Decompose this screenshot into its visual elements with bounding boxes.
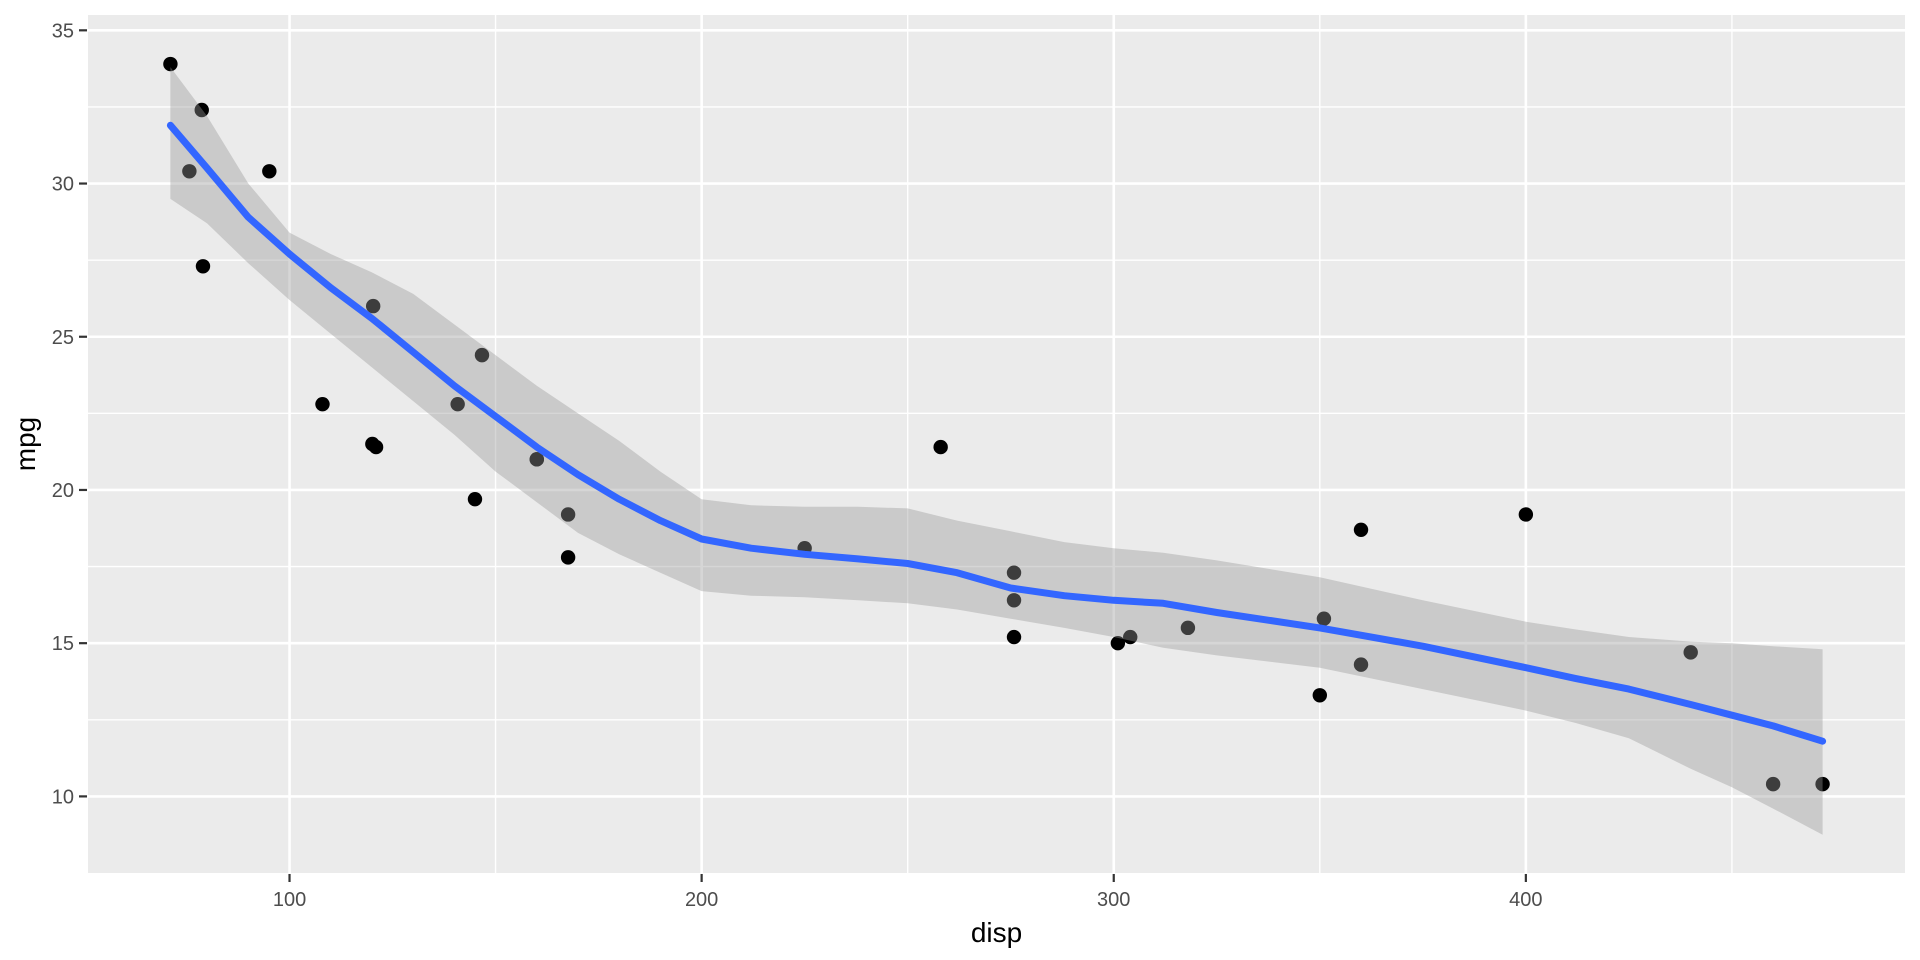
data-point <box>1518 507 1534 522</box>
data-point <box>315 396 330 412</box>
data-point <box>1353 657 1369 672</box>
data-point <box>560 550 576 565</box>
data-point <box>1815 776 1830 792</box>
y-axis-tick-label: 30 <box>52 174 74 196</box>
data-point <box>1180 620 1196 636</box>
data-point <box>182 164 197 179</box>
data-point <box>933 439 948 455</box>
data-point <box>1110 635 1126 651</box>
data-point <box>1123 629 1138 645</box>
data-point <box>1316 611 1332 626</box>
data-point <box>1312 688 1328 703</box>
data-point <box>194 102 209 118</box>
data-point <box>1683 645 1698 660</box>
y-axis-title: mpg <box>10 416 41 472</box>
x-axis-tick-label: 200 <box>685 889 718 911</box>
data-point <box>195 259 211 274</box>
data-point <box>529 452 544 467</box>
data-point <box>262 164 277 179</box>
data-point <box>365 298 381 314</box>
data-point <box>163 56 178 72</box>
x-axis-title: disp <box>970 917 1023 948</box>
y-axis-tick-label: 25 <box>52 327 74 349</box>
x-axis-tick-label: 100 <box>273 889 306 911</box>
data-point <box>467 491 483 507</box>
data-point <box>1006 565 1022 580</box>
x-axis-tick-label: 300 <box>1097 889 1130 911</box>
data-point <box>560 507 576 522</box>
data-point <box>1006 593 1022 608</box>
data-point <box>368 439 384 455</box>
data-point <box>474 347 490 363</box>
y-axis-tick-label: 35 <box>52 20 74 42</box>
data-point <box>1353 522 1369 537</box>
smooth-line <box>166 121 1827 745</box>
data-point <box>1006 629 1022 645</box>
y-axis-tick-label: 20 <box>52 480 74 502</box>
y-axis-tick-label: 15 <box>52 633 74 655</box>
data-point <box>450 396 465 412</box>
panel-background <box>88 15 1905 873</box>
data-point <box>1765 776 1781 792</box>
y-axis-tick-label: 10 <box>52 786 74 808</box>
x-axis-tick-label: 400 <box>1509 889 1542 911</box>
